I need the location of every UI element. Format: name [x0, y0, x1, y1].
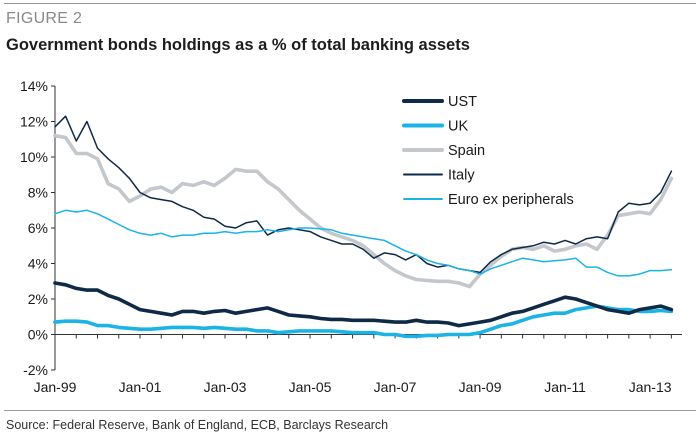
y-tick-label: -2%	[23, 362, 48, 378]
series-line-spain	[53, 133, 674, 289]
x-tick-label: Jan-09	[459, 379, 502, 395]
y-tick-label: 10%	[20, 149, 48, 165]
axes: -2% 0% 2% 4% 6% 8% 10% 12% 14% Jan-99 Jan-01 Jan-03…	[20, 78, 682, 395]
y-tick-label: 4%	[28, 256, 48, 272]
y-tick-label: 8%	[28, 185, 48, 201]
y-tick-label: 12%	[20, 114, 48, 130]
series-line-italy	[54, 115, 673, 274]
x-tick-label: Jan-11	[544, 379, 586, 395]
chart-title: Government bonds holdings as a % of tota…	[6, 36, 470, 54]
legend-label-ust: UST	[448, 94, 477, 110]
x-tick-label: Jan-07	[374, 379, 417, 395]
x-tick-label: Jan-05	[289, 379, 332, 395]
series-lines	[53, 115, 674, 339]
x-tick-label: Jan-13	[629, 379, 672, 395]
legend-label-uk: UK	[448, 119, 468, 135]
series-line-euro-ex-peripherals	[54, 209, 673, 277]
source-note: Source: Federal Reserve, Bank of England…	[6, 418, 389, 432]
figure-label: FIGURE 2	[6, 10, 83, 27]
legend: UST UK Spain Italy Euro ex peripherals	[402, 94, 574, 208]
legend-label-spain: Spain	[448, 143, 485, 159]
top-rule	[4, 3, 696, 4]
y-tick-label: 6%	[28, 220, 48, 236]
x-tick-label: Jan-99	[34, 379, 77, 395]
x-tick-label: Jan-01	[119, 379, 162, 395]
legend-label-italy: Italy	[448, 168, 475, 184]
bottom-rule	[4, 410, 696, 411]
legend-label-euro-ex-peripherals: Euro ex peripherals	[448, 192, 574, 208]
series-line-ust	[53, 281, 674, 328]
y-tick-label: 0%	[28, 327, 48, 343]
y-tick-label: 2%	[28, 291, 48, 307]
y-tick-label: 14%	[20, 78, 48, 94]
series-line-uk	[53, 304, 674, 339]
x-tick-label: Jan-03	[204, 379, 247, 395]
